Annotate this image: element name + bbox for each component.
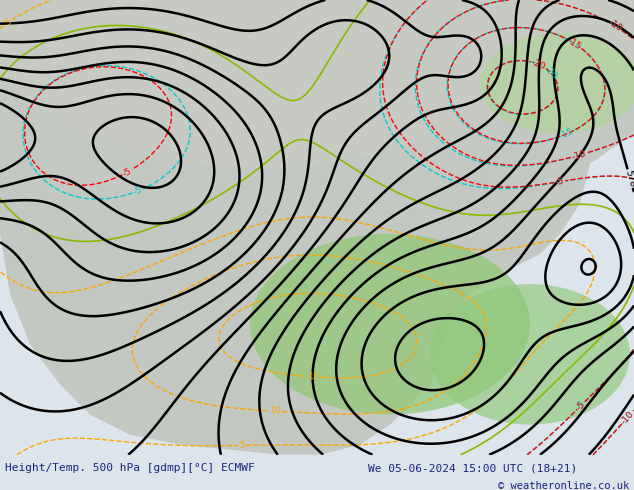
Polygon shape [0, 0, 634, 455]
Text: -15: -15 [566, 36, 583, 51]
Text: -5: -5 [574, 399, 587, 412]
Ellipse shape [250, 234, 530, 415]
Text: -20: -20 [543, 64, 559, 81]
Text: -5: -5 [574, 399, 587, 412]
Text: 5: 5 [4, 17, 13, 28]
Text: -10: -10 [619, 409, 634, 426]
Text: 15: 15 [307, 372, 320, 382]
Text: -10: -10 [606, 19, 624, 34]
Text: Height/Temp. 500 hPa [gdmp][°C] ECMWF: Height/Temp. 500 hPa [gdmp][°C] ECMWF [5, 463, 255, 473]
Text: -10: -10 [606, 19, 624, 34]
Text: 5: 5 [239, 441, 245, 450]
Text: -15: -15 [557, 127, 574, 141]
Ellipse shape [480, 33, 634, 133]
Text: 578: 578 [623, 169, 634, 188]
Text: We 05-06-2024 15:00 UTC (18+21): We 05-06-2024 15:00 UTC (18+21) [368, 463, 577, 473]
Text: -10: -10 [571, 149, 587, 162]
Text: -10: -10 [571, 149, 587, 162]
Text: -10: -10 [619, 409, 634, 426]
Ellipse shape [430, 284, 630, 425]
Text: © weatheronline.co.uk: © weatheronline.co.uk [498, 481, 629, 490]
Polygon shape [0, 0, 634, 169]
Text: -5: -5 [121, 166, 133, 178]
Text: -5: -5 [555, 176, 565, 187]
Text: -5: -5 [555, 177, 565, 187]
Text: 10: 10 [269, 406, 281, 416]
Text: -20: -20 [530, 57, 547, 72]
Text: -5: -5 [132, 185, 143, 197]
